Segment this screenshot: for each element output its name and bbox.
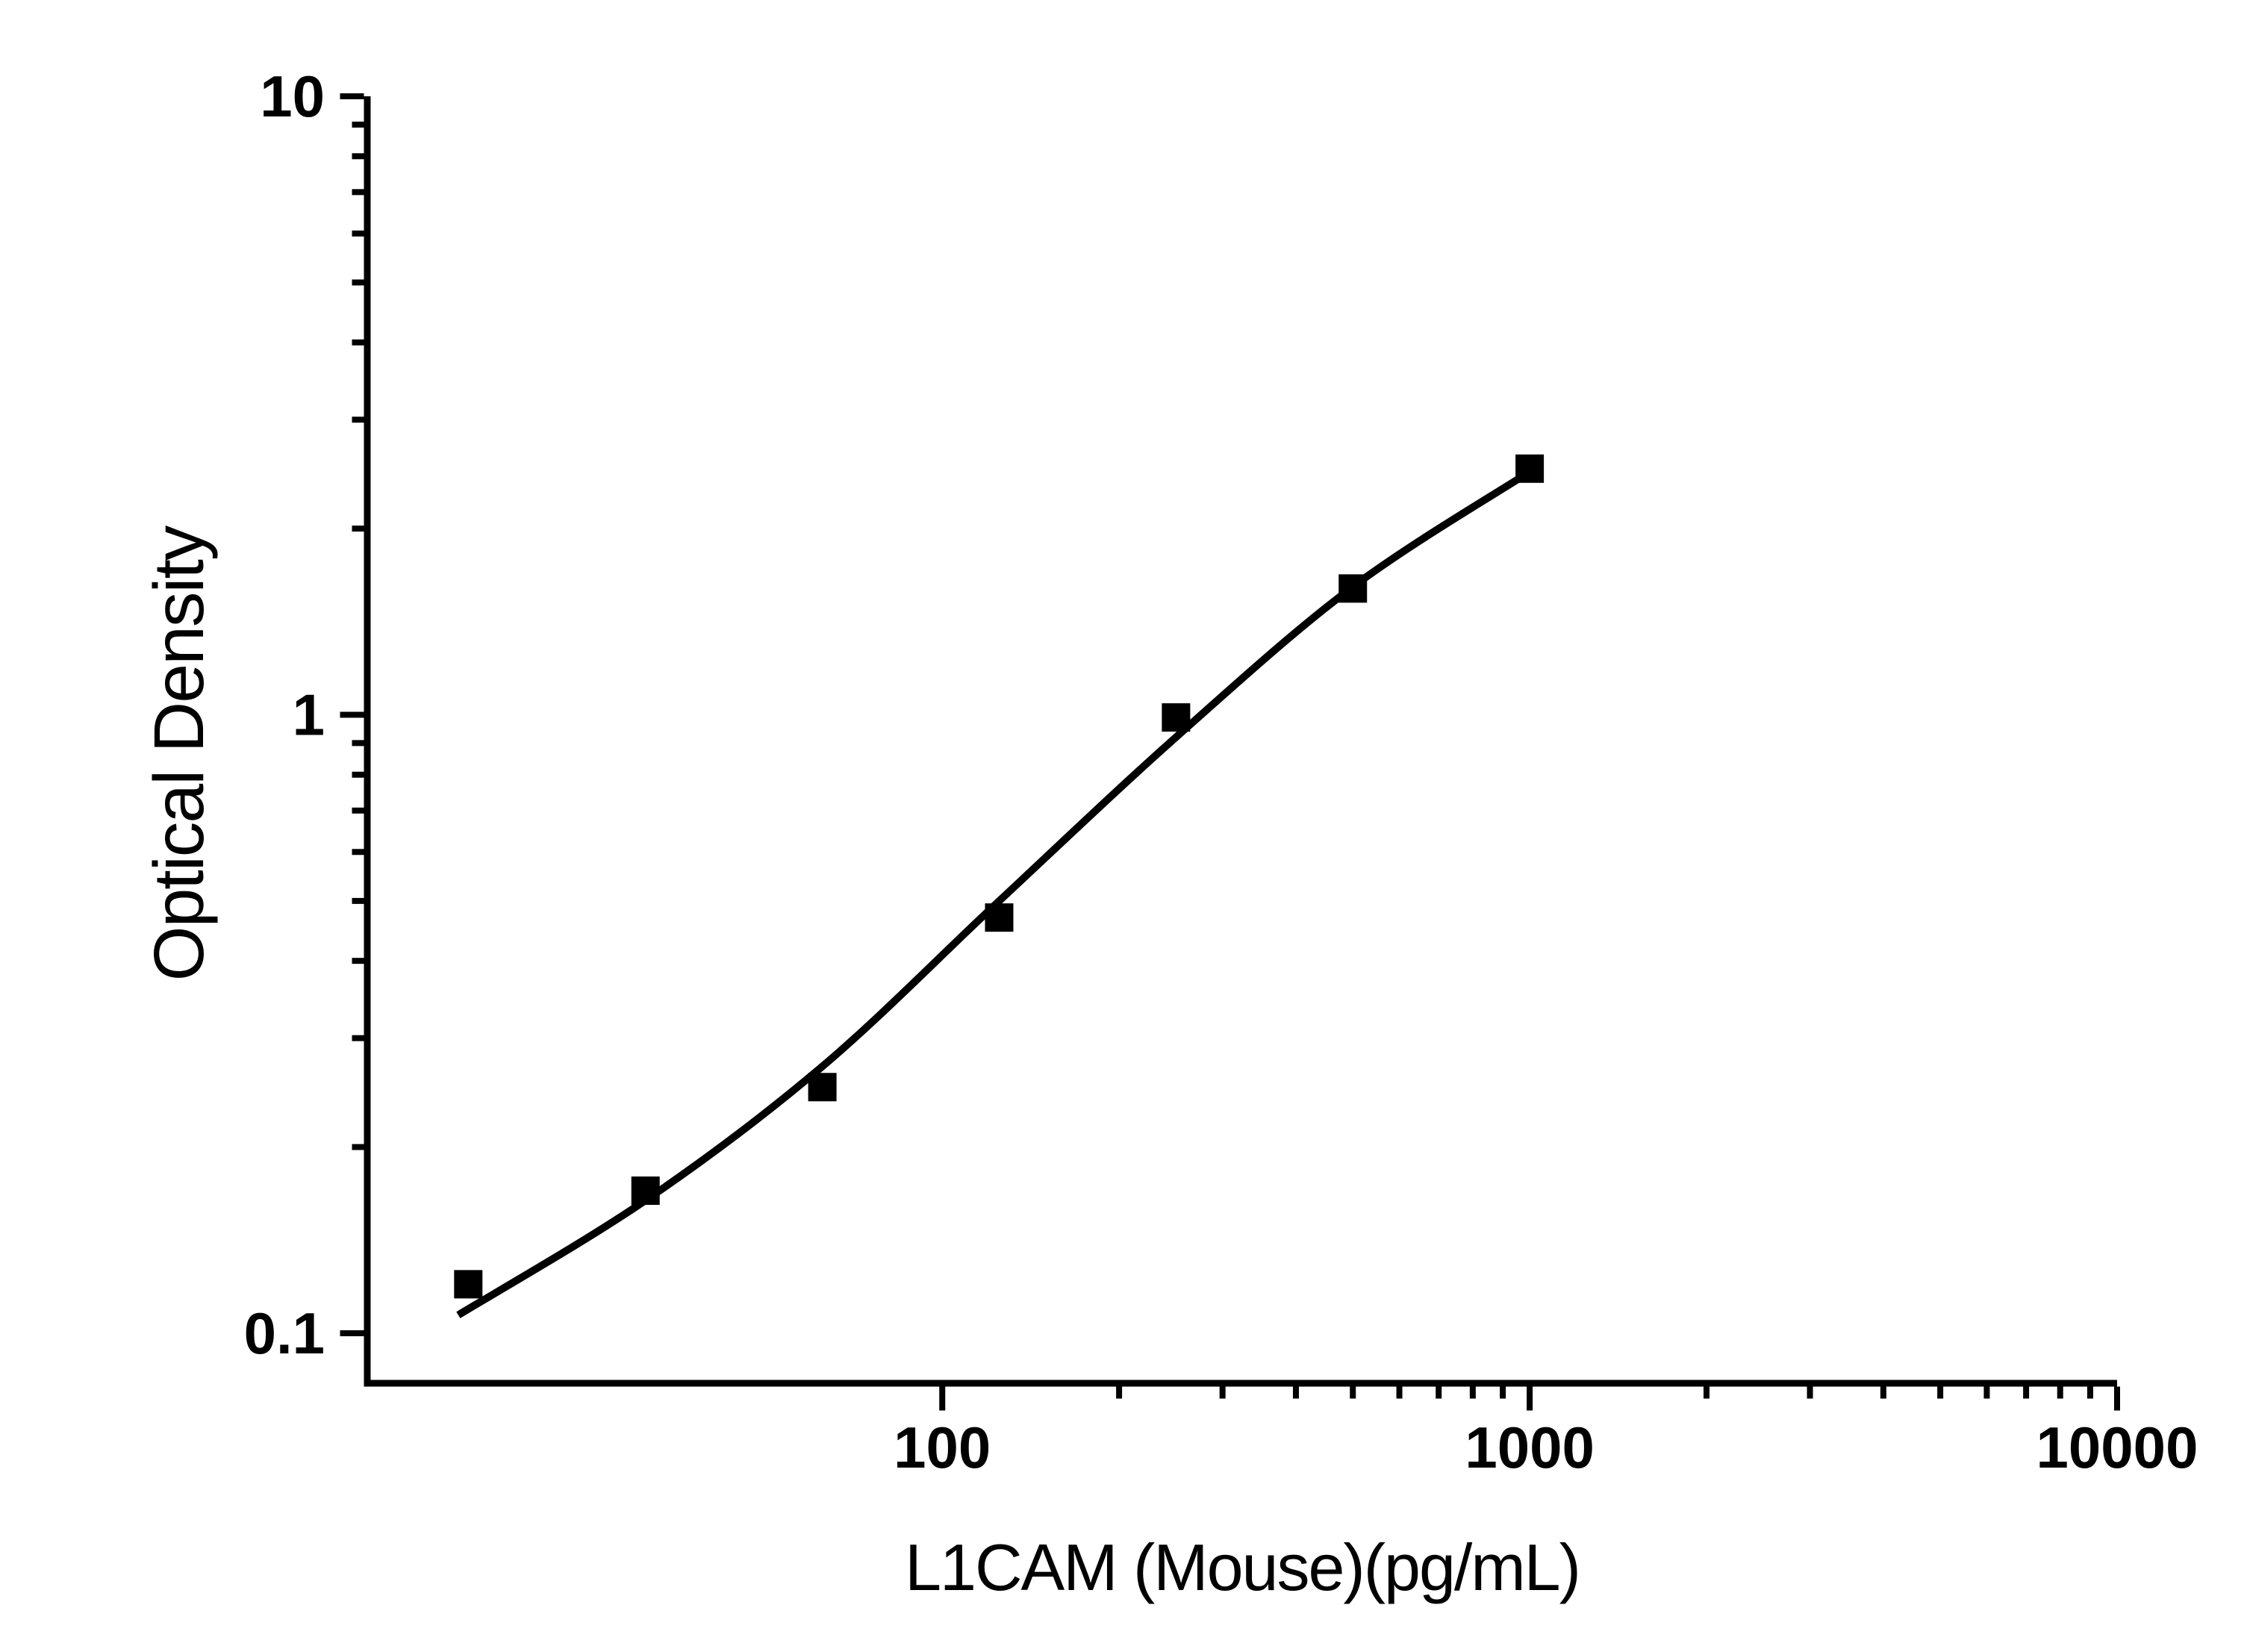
data-point-marker	[1338, 574, 1368, 603]
y-tick-label: 0.1	[244, 1300, 325, 1366]
x-axis-title: L1CAM (Mouse)(pg/mL)	[905, 1530, 1580, 1604]
y-axis-title: Optical Density	[140, 525, 219, 981]
x-tick-label: 1000	[1465, 1415, 1595, 1480]
data-point-marker	[808, 1073, 837, 1102]
axes-group	[364, 96, 2117, 1387]
ticks-group	[340, 93, 2120, 1411]
data-point-marker	[985, 903, 1014, 932]
data-point-marker	[631, 1176, 660, 1206]
y-tick-label: 10	[260, 63, 325, 129]
tick-labels-group: 100 1000 10000 0.1 1 10	[244, 63, 2198, 1480]
data-point-marker	[1515, 454, 1545, 483]
fit-curve	[456, 468, 1532, 1318]
fit-curve-group	[456, 468, 1532, 1318]
x-tick-label: 100	[894, 1415, 991, 1480]
y-tick-label: 1	[293, 682, 325, 747]
data-point-marker	[1162, 703, 1191, 732]
x-tick-label: 10000	[2036, 1415, 2198, 1480]
data-point-marker	[454, 1270, 483, 1299]
data-points-group	[454, 454, 1545, 1299]
